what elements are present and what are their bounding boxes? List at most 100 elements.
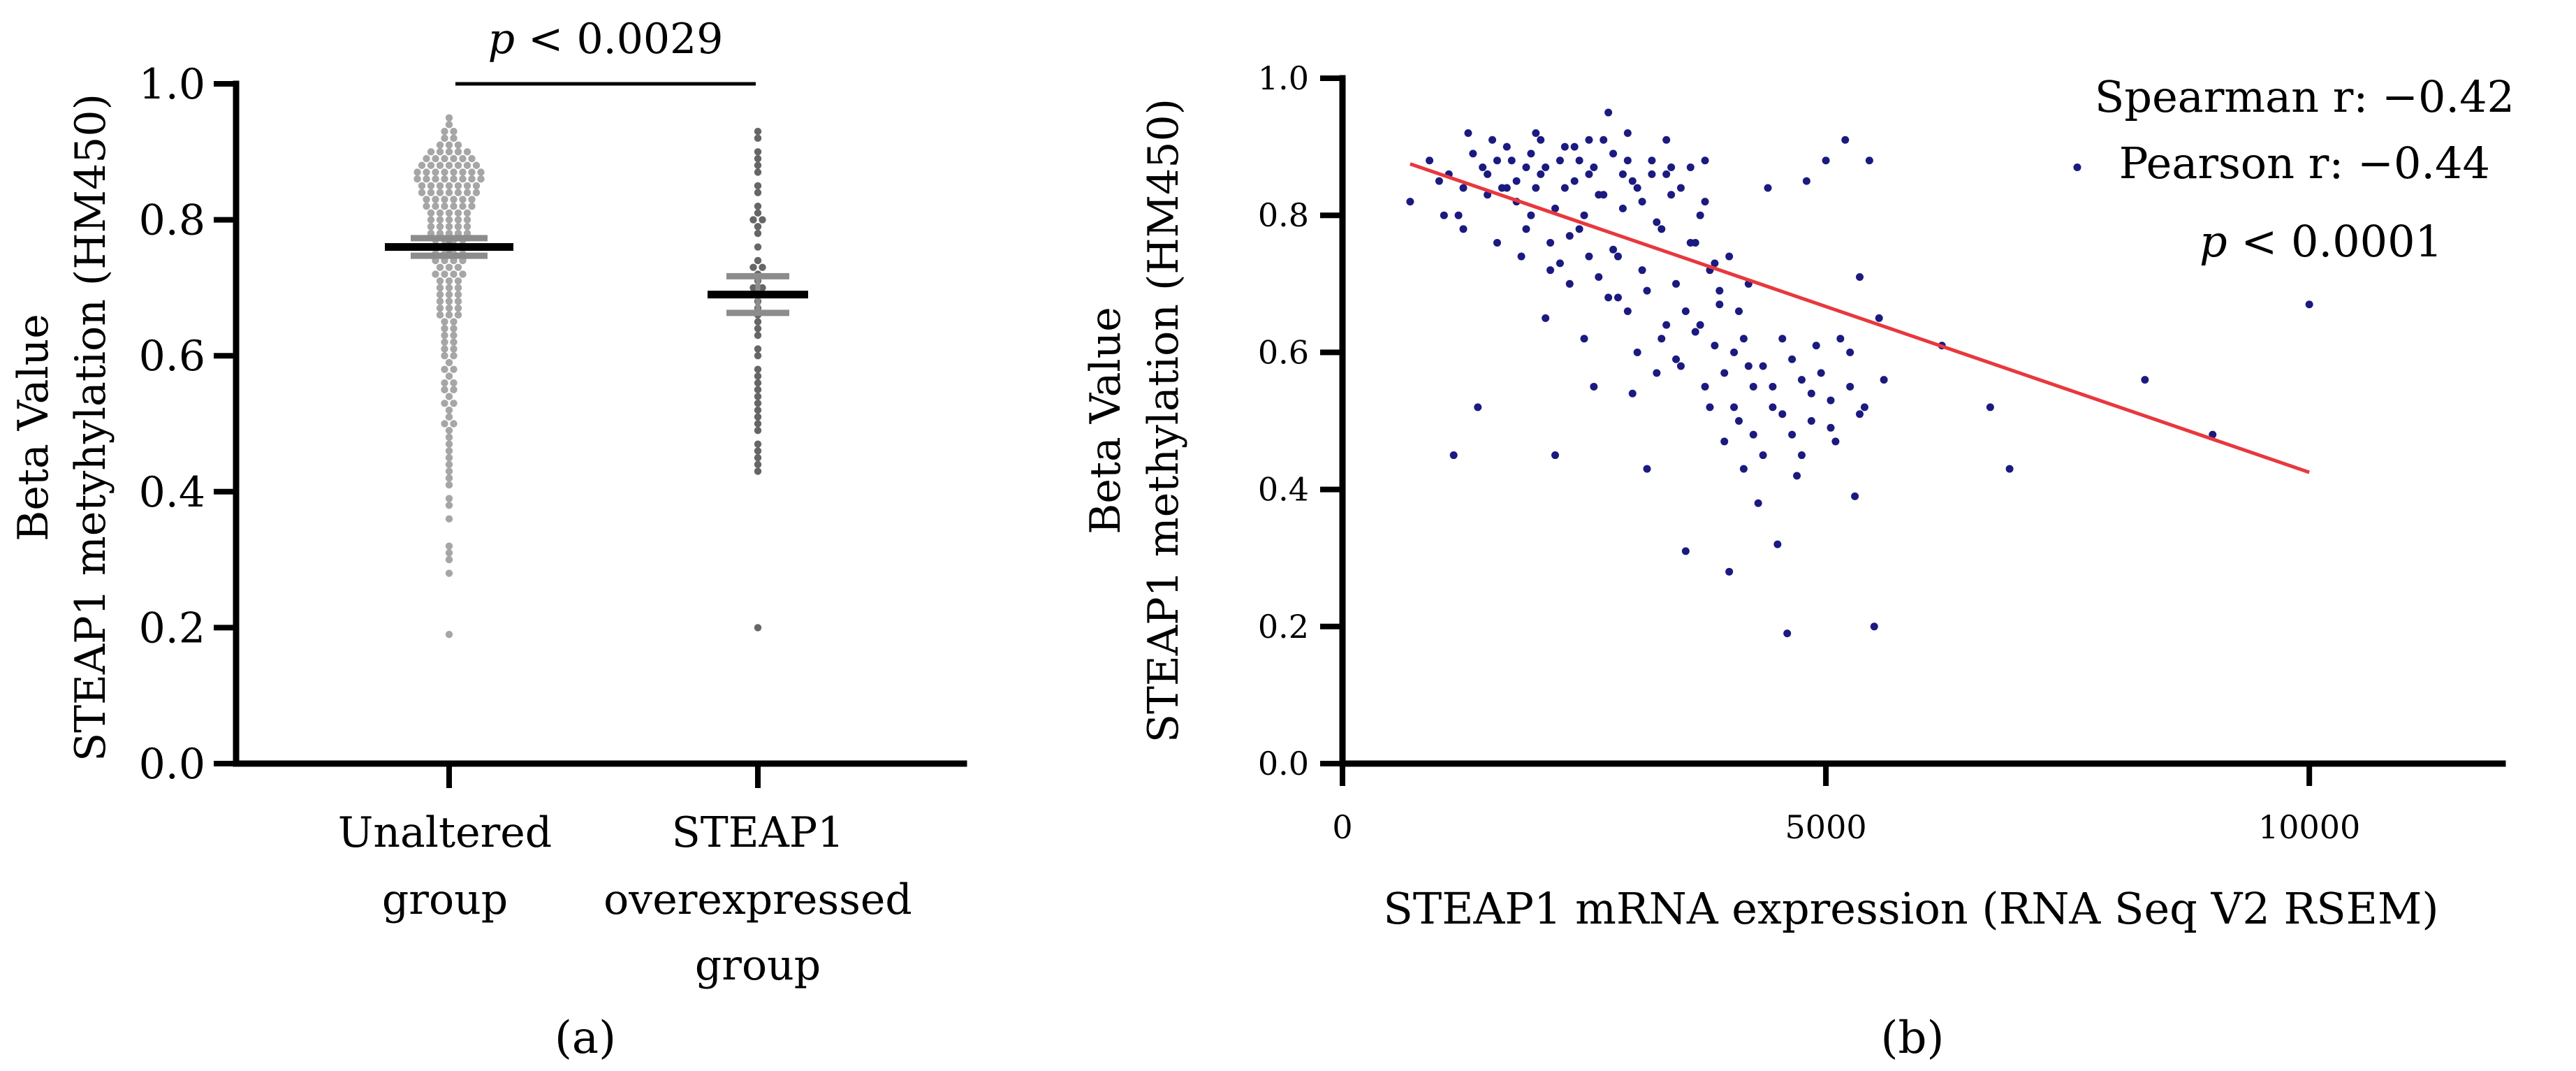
panel-b-point [1880,376,1888,384]
panel-b-point [1856,272,1864,281]
panel-b-point [1701,198,1709,206]
panel-b-point [1662,170,1671,178]
panel-b-point [1846,382,1854,391]
panel-a-point [459,196,467,203]
panel-a-point [754,624,762,632]
panel-b-point [1464,129,1472,137]
panel-a-point [754,400,762,407]
panel-a-point [754,406,762,414]
panel-a-point [754,420,762,428]
panel-a-point [450,134,458,143]
panel-a-point [459,202,467,210]
panel-b-point [1701,382,1709,391]
panel-b-point [1802,177,1810,185]
panel-a-point [468,175,476,183]
panel-a-point [459,270,467,278]
panel-a-point [445,427,453,435]
panel-a-point [754,134,762,143]
panel-a-point [754,427,762,435]
panel-a-point [441,134,448,143]
panel-a-point [445,542,453,550]
panel-b-point [1870,622,1878,631]
panel-a-point [436,277,444,285]
panel-b-x-tick-label: 10000 [2258,808,2360,846]
panel-b-pearson: Pearson r: −0.44 [2119,138,2490,189]
panel-a-point [436,284,444,292]
panel-b-point [1638,198,1646,206]
panel-a-point [454,263,462,271]
panel-a-point [450,318,458,326]
panel-b-point [1474,403,1482,411]
panel-a-y-tick-label: 0.4 [139,468,205,517]
panel-a-point [445,569,453,577]
panel-a-point [754,413,762,421]
panel-a-y-tick-label: 0.6 [139,332,205,381]
panel-b-point [1793,472,1801,480]
panel-a-point [445,474,453,482]
panel-a-point [450,345,458,353]
panel-b-point [1676,184,1685,192]
panel-a-point [463,189,471,196]
panel-a-point [754,127,762,136]
panel-b-point [1686,238,1695,247]
panel-b-y-tick-label: 0.8 [1258,196,1309,234]
panel-b-point [1493,238,1501,247]
panel-a-point [445,549,453,557]
panel-b-point [1628,389,1637,398]
panel-b-point [1856,410,1864,418]
panel-a-point [459,154,467,163]
panel-b-point [1797,376,1806,384]
panel-b-point [1672,279,1681,288]
panel-a-point [432,168,439,176]
panel-b-point [1633,184,1641,192]
panel-b-point [1739,465,1748,473]
panel-a-point [445,433,453,442]
panel-b-point [1426,156,1434,165]
panel-a-point [454,291,462,298]
panel-b-point [1435,177,1443,185]
panel-b-point [1783,629,1792,638]
panel-a-point [445,148,453,156]
panel-b-y-tick-label: 0.4 [1258,471,1309,509]
panel-b-point [1817,369,1825,377]
panel-a-point [427,223,435,231]
panel-b-point [1875,314,1883,322]
panel-b-point [1575,156,1583,165]
panel-b-point [1759,451,1767,460]
panel-a-point [754,352,762,360]
panel-b-point [1580,211,1588,219]
panel-b-x-tick-label: 5000 [1785,808,1867,846]
panel-a-point [445,291,453,298]
panel-b-point [1730,348,1739,356]
panel-b-point [1604,293,1613,302]
panel-a-point [445,263,453,271]
panel-a-point [463,161,471,169]
panel-b-point [1797,451,1806,460]
panel-a-point [454,284,462,292]
panel-a-point [436,209,444,217]
panel-b-point [1657,225,1666,233]
panel-b-ylabel-line1: Beta Value [1081,307,1130,534]
panel-a-point [445,406,453,414]
panel-a-point [454,216,462,224]
panel-a-point [441,325,448,333]
panel-a-point [463,148,471,156]
panel-b-point [1493,156,1501,165]
panel-b-point [1628,177,1637,185]
panel-a-point [749,263,757,271]
panel-a-point [754,229,762,238]
panel-b-point [1613,293,1622,302]
panel-b-point [1827,396,1835,405]
panel-b-point [1609,245,1618,254]
panel-a-point [754,189,762,196]
panel-b-point [1551,451,1560,460]
panel-a-point [445,495,453,502]
panel-a-point [754,182,762,190]
panel-b-point [1604,108,1613,117]
panel-a-point [445,121,453,129]
panel-a-point [450,270,458,278]
panel-a-y-tick-label: 0.0 [139,740,205,789]
panel-a-point [441,202,448,210]
panel-b-point [1807,389,1815,398]
panel-b: 0.0 0.2 0.4 0.6 0.8 1.0 0 5000 10000 Spearman r… [1081,59,2515,1064]
